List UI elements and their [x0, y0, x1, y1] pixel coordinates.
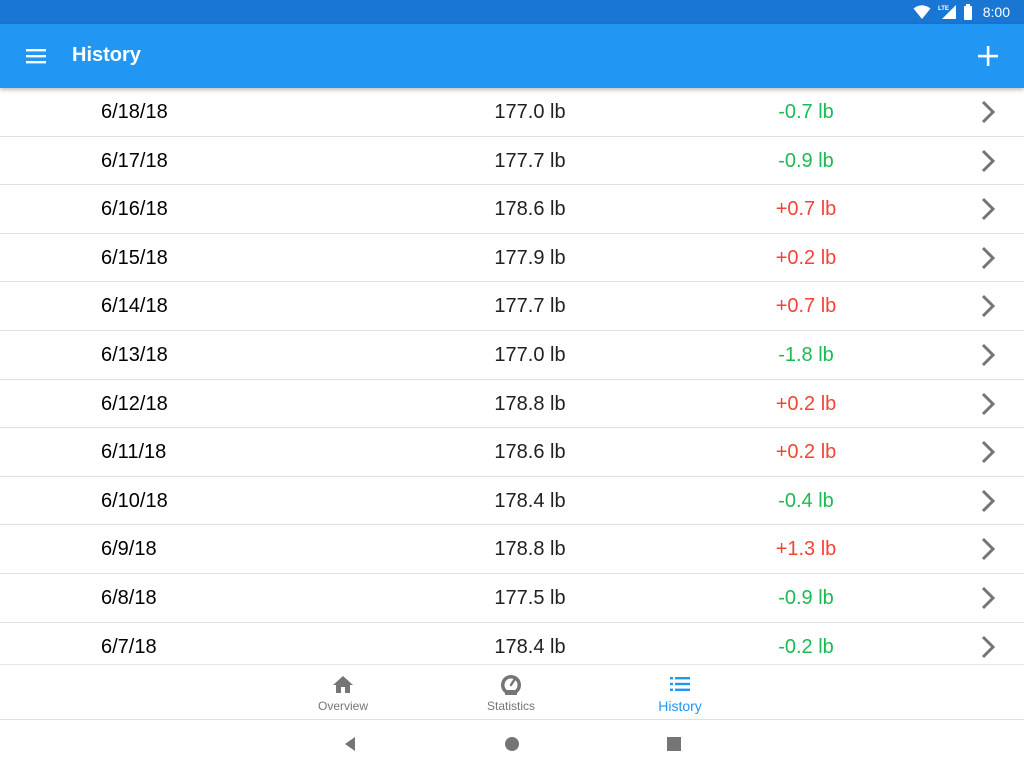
entry-change: -0.9 lb	[778, 149, 834, 172]
chevron-right-icon	[981, 246, 996, 269]
chevron-right-icon	[981, 635, 996, 658]
network-label: LTE	[938, 6, 949, 12]
entry-date: 6/13/18	[101, 343, 168, 366]
entry-date: 6/14/18	[101, 295, 168, 318]
gauge-icon	[501, 675, 521, 695]
entry-weight: 177.7 lb	[494, 149, 566, 172]
system-recents-button[interactable]	[662, 732, 686, 756]
entry-weight: 178.8 lb	[494, 392, 566, 415]
entry-change: -0.7 lb	[778, 101, 834, 123]
entry-change: +0.7 lb	[775, 295, 837, 318]
entry-date: 6/9/18	[101, 538, 157, 561]
history-row[interactable]: 6/18/18 177.0 lb -0.7 lb	[0, 88, 1024, 137]
history-row[interactable]: 6/16/18 178.6 lb +0.7 lb	[0, 185, 1024, 234]
entry-weight: 178.6 lb	[494, 441, 566, 464]
entry-date: 6/18/18	[101, 101, 168, 123]
entry-weight: 177.0 lb	[494, 343, 566, 366]
entry-date: 6/12/18	[101, 392, 168, 415]
history-row[interactable]: 6/8/18 177.5 lb -0.9 lb	[0, 574, 1024, 623]
status-time: 8:00	[982, 4, 1010, 20]
entry-date: 6/8/18	[101, 586, 157, 609]
history-row[interactable]: 6/11/18 178.6 lb +0.2 lb	[0, 428, 1024, 477]
bottom-navigation: Overview Statistics History	[0, 664, 1024, 720]
status-bar: LTE 8:00	[0, 0, 1024, 24]
entry-weight: 178.6 lb	[494, 198, 566, 221]
entry-weight: 178.8 lb	[494, 538, 566, 561]
menu-button[interactable]	[16, 36, 56, 76]
chevron-right-icon	[981, 343, 996, 367]
history-row[interactable]: 6/14/18 177.7 lb +0.7 lb	[0, 282, 1024, 331]
entry-date: 6/10/18	[101, 489, 168, 512]
wifi-icon	[913, 5, 931, 19]
entry-change: -0.4 lb	[778, 489, 834, 512]
history-row[interactable]: 6/15/18 177.9 lb +0.2 lb	[0, 234, 1024, 283]
add-icon	[978, 46, 998, 66]
entry-change: +0.2 lb	[775, 246, 837, 269]
entry-weight: 177.0 lb	[494, 101, 566, 123]
entry-date: 6/17/18	[101, 149, 168, 172]
page-title: History	[72, 44, 141, 66]
back-icon	[345, 737, 355, 751]
system-home-button[interactable]	[500, 732, 524, 756]
entry-weight: 177.9 lb	[494, 246, 566, 269]
list-icon	[670, 677, 690, 691]
history-row[interactable]: 6/9/18 178.8 lb +1.3 lb	[0, 525, 1024, 574]
entry-weight: 177.7 lb	[494, 295, 566, 318]
chevron-right-icon	[981, 198, 996, 221]
app-bar: History	[0, 24, 1024, 88]
history-list[interactable]: 6/18/18 177.0 lb -0.7 lb 6/17/18 177.7 lb -0.…	[0, 88, 1024, 664]
chevron-right-icon	[981, 100, 996, 124]
home-icon	[333, 676, 353, 693]
chevron-right-icon	[981, 392, 996, 415]
recents-icon	[667, 737, 681, 751]
chevron-right-icon	[981, 295, 996, 318]
nav-item-history[interactable]: History	[596, 665, 764, 721]
entry-change: +0.7 lb	[775, 198, 837, 221]
battery-icon	[963, 4, 972, 20]
entry-change: +1.3 lb	[775, 538, 837, 561]
entry-date: 6/16/18	[101, 198, 168, 221]
nav-label-statistics: Statistics	[486, 699, 535, 713]
signal-icon: LTE	[938, 5, 956, 19]
chevron-right-icon	[981, 489, 996, 512]
history-row[interactable]: 6/13/18 177.0 lb -1.8 lb	[0, 331, 1024, 380]
nav-label-history: History	[658, 698, 702, 714]
add-entry-button[interactable]	[968, 36, 1008, 76]
home-circle-icon	[505, 737, 519, 751]
nav-item-statistics[interactable]: Statistics	[427, 665, 595, 721]
system-navigation-bar	[0, 720, 1024, 768]
entry-date: 6/7/18	[101, 635, 157, 658]
entry-weight: 178.4 lb	[494, 489, 566, 512]
entry-weight: 177.5 lb	[494, 586, 566, 609]
nav-item-overview[interactable]: Overview	[259, 665, 427, 721]
chevron-right-icon	[981, 441, 996, 464]
chevron-right-icon	[981, 538, 996, 561]
entry-change: +0.2 lb	[775, 392, 837, 415]
menu-icon	[26, 49, 46, 64]
entry-change: -0.2 lb	[778, 635, 834, 658]
entry-change: -0.9 lb	[778, 586, 834, 609]
nav-label-overview: Overview	[317, 699, 368, 713]
history-row[interactable]: 6/12/18 178.8 lb +0.2 lb	[0, 380, 1024, 429]
history-row[interactable]: 6/17/18 177.7 lb -0.9 lb	[0, 137, 1024, 186]
chevron-right-icon	[981, 586, 996, 609]
status-icons: LTE 8:00	[913, 3, 1010, 21]
system-back-button[interactable]	[338, 732, 362, 756]
history-row[interactable]: 6/7/18 178.4 lb -0.2 lb	[0, 623, 1024, 664]
entry-change: -1.8 lb	[778, 343, 834, 366]
chevron-right-icon	[981, 149, 996, 172]
entry-change: +0.2 lb	[775, 441, 837, 464]
entry-date: 6/15/18	[101, 246, 168, 269]
entry-weight: 178.4 lb	[494, 635, 566, 658]
entry-date: 6/11/18	[101, 441, 167, 464]
history-row[interactable]: 6/10/18 178.4 lb -0.4 lb	[0, 477, 1024, 526]
